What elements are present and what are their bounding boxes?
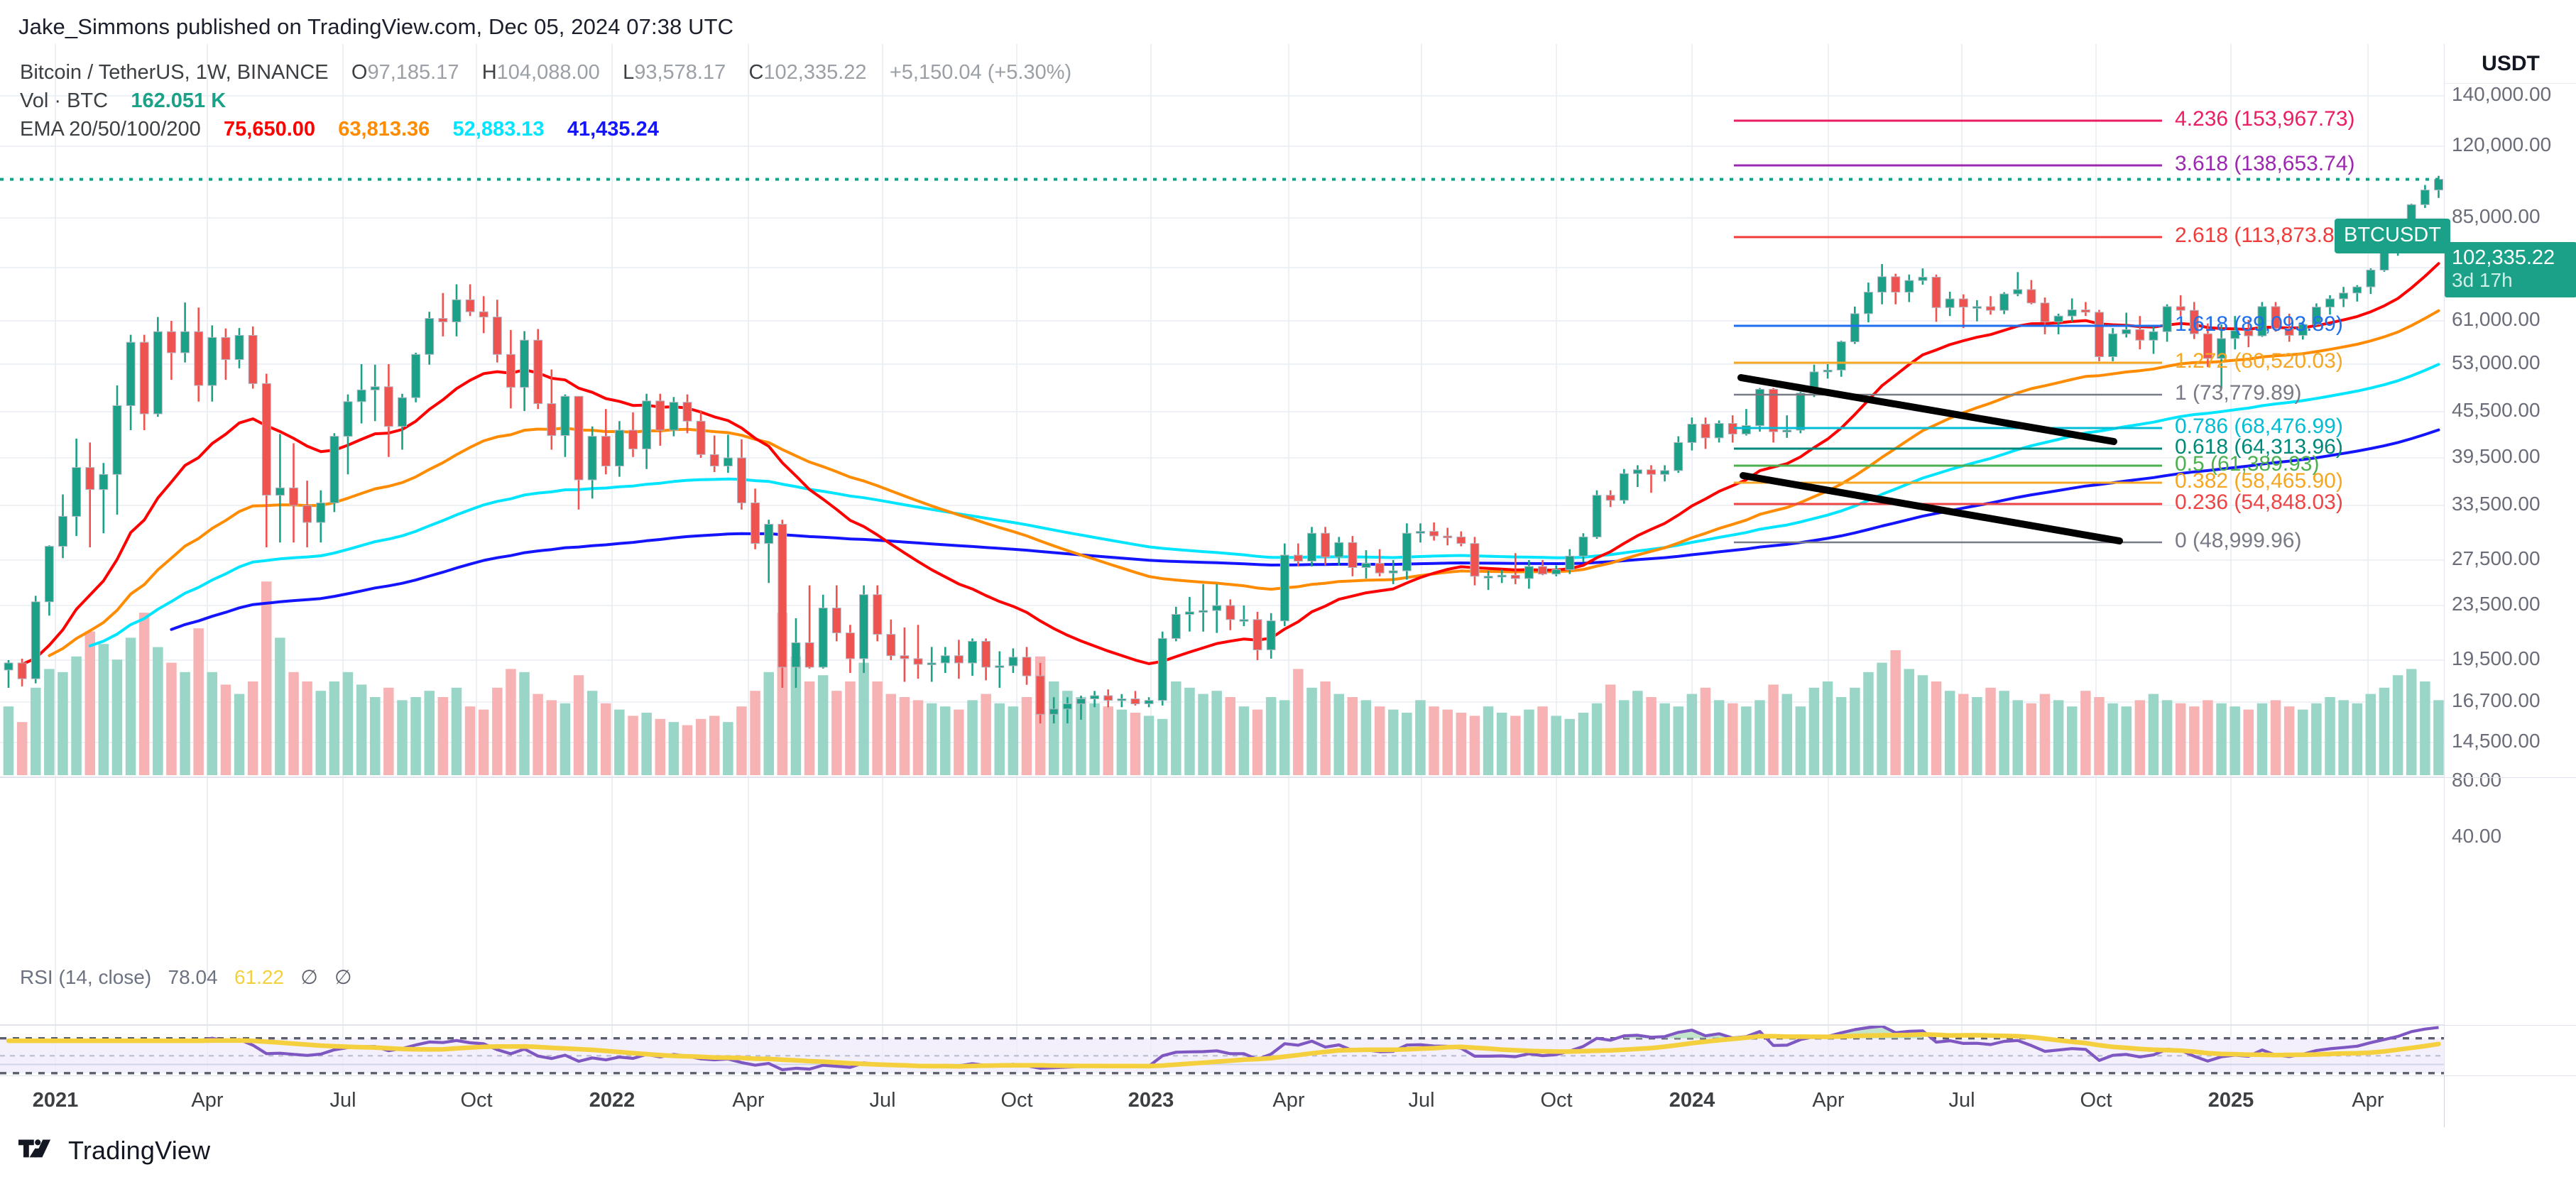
price-axis-tick: 40.00 — [2452, 825, 2502, 847]
price-axis-unit: USDT — [2445, 44, 2576, 84]
symbol-price-flag: BTCUSDT — [2335, 219, 2450, 253]
chart-canvas[interactable] — [0, 44, 2444, 1075]
ema-lines — [21, 262, 2440, 666]
rsi-line — [9, 1024, 2439, 1072]
axis-divider-volume — [2445, 777, 2576, 778]
time-axis-tick: 2025 — [2207, 1089, 2254, 1112]
time-axis-tick: Apr — [1272, 1089, 1305, 1112]
footer-brand: TradingView — [18, 1136, 210, 1166]
current-price-value: 102,335.22 — [2452, 246, 2555, 269]
time-axis-separator — [2444, 1076, 2445, 1127]
fibonacci-retracement — [1734, 119, 2162, 544]
time-axis-tick: 2021 — [32, 1089, 79, 1112]
time-axis-tick: Apr — [732, 1089, 765, 1112]
price-axis-tick: 140,000.00 — [2452, 83, 2552, 105]
time-axis-tick: Apr — [2352, 1089, 2384, 1112]
time-axis-tick: Oct — [1000, 1089, 1033, 1112]
time-axis-tick: Oct — [460, 1089, 493, 1112]
price-axis-tick: 61,000.00 — [2452, 308, 2540, 330]
time-axis-tick: Jul — [1948, 1089, 1975, 1112]
tradingview-wordmark: TradingView — [68, 1136, 211, 1165]
publisher-credit: Jake_Simmons published on TradingView.co… — [18, 14, 734, 39]
price-axis-tick: 85,000.00 — [2452, 205, 2540, 227]
axis-divider-rsi — [2445, 1025, 2576, 1026]
time-axis-tick: 2022 — [589, 1089, 635, 1112]
time-axis[interactable]: 2021 Apr Jul Oct 2022 Apr Jul Oct 2023 Apr Jul Oct 2… — [0, 1075, 2576, 1127]
rsi-band — [0, 1038, 2444, 1073]
price-axis-tick: 80.00 — [2452, 769, 2502, 791]
price-axis-tick: 23,500.00 — [2452, 593, 2540, 615]
price-axis-tick: 27,500.00 — [2452, 547, 2540, 569]
price-axis-tick: 120,000.00 — [2452, 133, 2552, 155]
price-axis-tick: 33,500.00 — [2452, 493, 2540, 515]
chart-plot-area — [0, 44, 2444, 1075]
price-axis-tick: 53,000.00 — [2452, 351, 2540, 373]
candlestick-series — [4, 175, 2444, 724]
time-axis-tick: 2024 — [1669, 1089, 1715, 1112]
time-axis-tick: 2023 — [1128, 1089, 1174, 1112]
tradingview-logo-icon — [18, 1139, 51, 1158]
trendline-channel — [1737, 374, 2123, 544]
bar-countdown: 3d 17h — [2452, 269, 2513, 292]
rsi-moving-average — [6, 1032, 2441, 1069]
time-axis-tick: Oct — [2080, 1089, 2112, 1112]
price-axis-tick: 39,500.00 — [2452, 445, 2540, 467]
time-axis-tick: Oct — [1540, 1089, 1573, 1112]
volume-bars — [3, 581, 2444, 775]
price-axis-tick: 45,500.00 — [2452, 399, 2540, 421]
time-axis-tick: Apr — [191, 1089, 224, 1112]
price-axis-tick: 19,500.00 — [2452, 647, 2540, 669]
chart-gridlines — [0, 44, 2444, 1075]
time-axis-tick: Jul — [329, 1089, 356, 1112]
time-axis-tick: Apr — [1812, 1089, 1845, 1112]
price-axis-tick: 16,700.00 — [2452, 689, 2540, 711]
price-axis[interactable]: USDT 140,000.00120,000.0085,000.0073,000… — [2444, 44, 2576, 1075]
time-axis-tick: Jul — [869, 1089, 896, 1112]
time-axis-tick: Jul — [1408, 1089, 1435, 1112]
current-price-badge: 102,335.22 3d 17h — [2445, 242, 2576, 297]
price-axis-tick: 14,500.00 — [2452, 730, 2540, 752]
